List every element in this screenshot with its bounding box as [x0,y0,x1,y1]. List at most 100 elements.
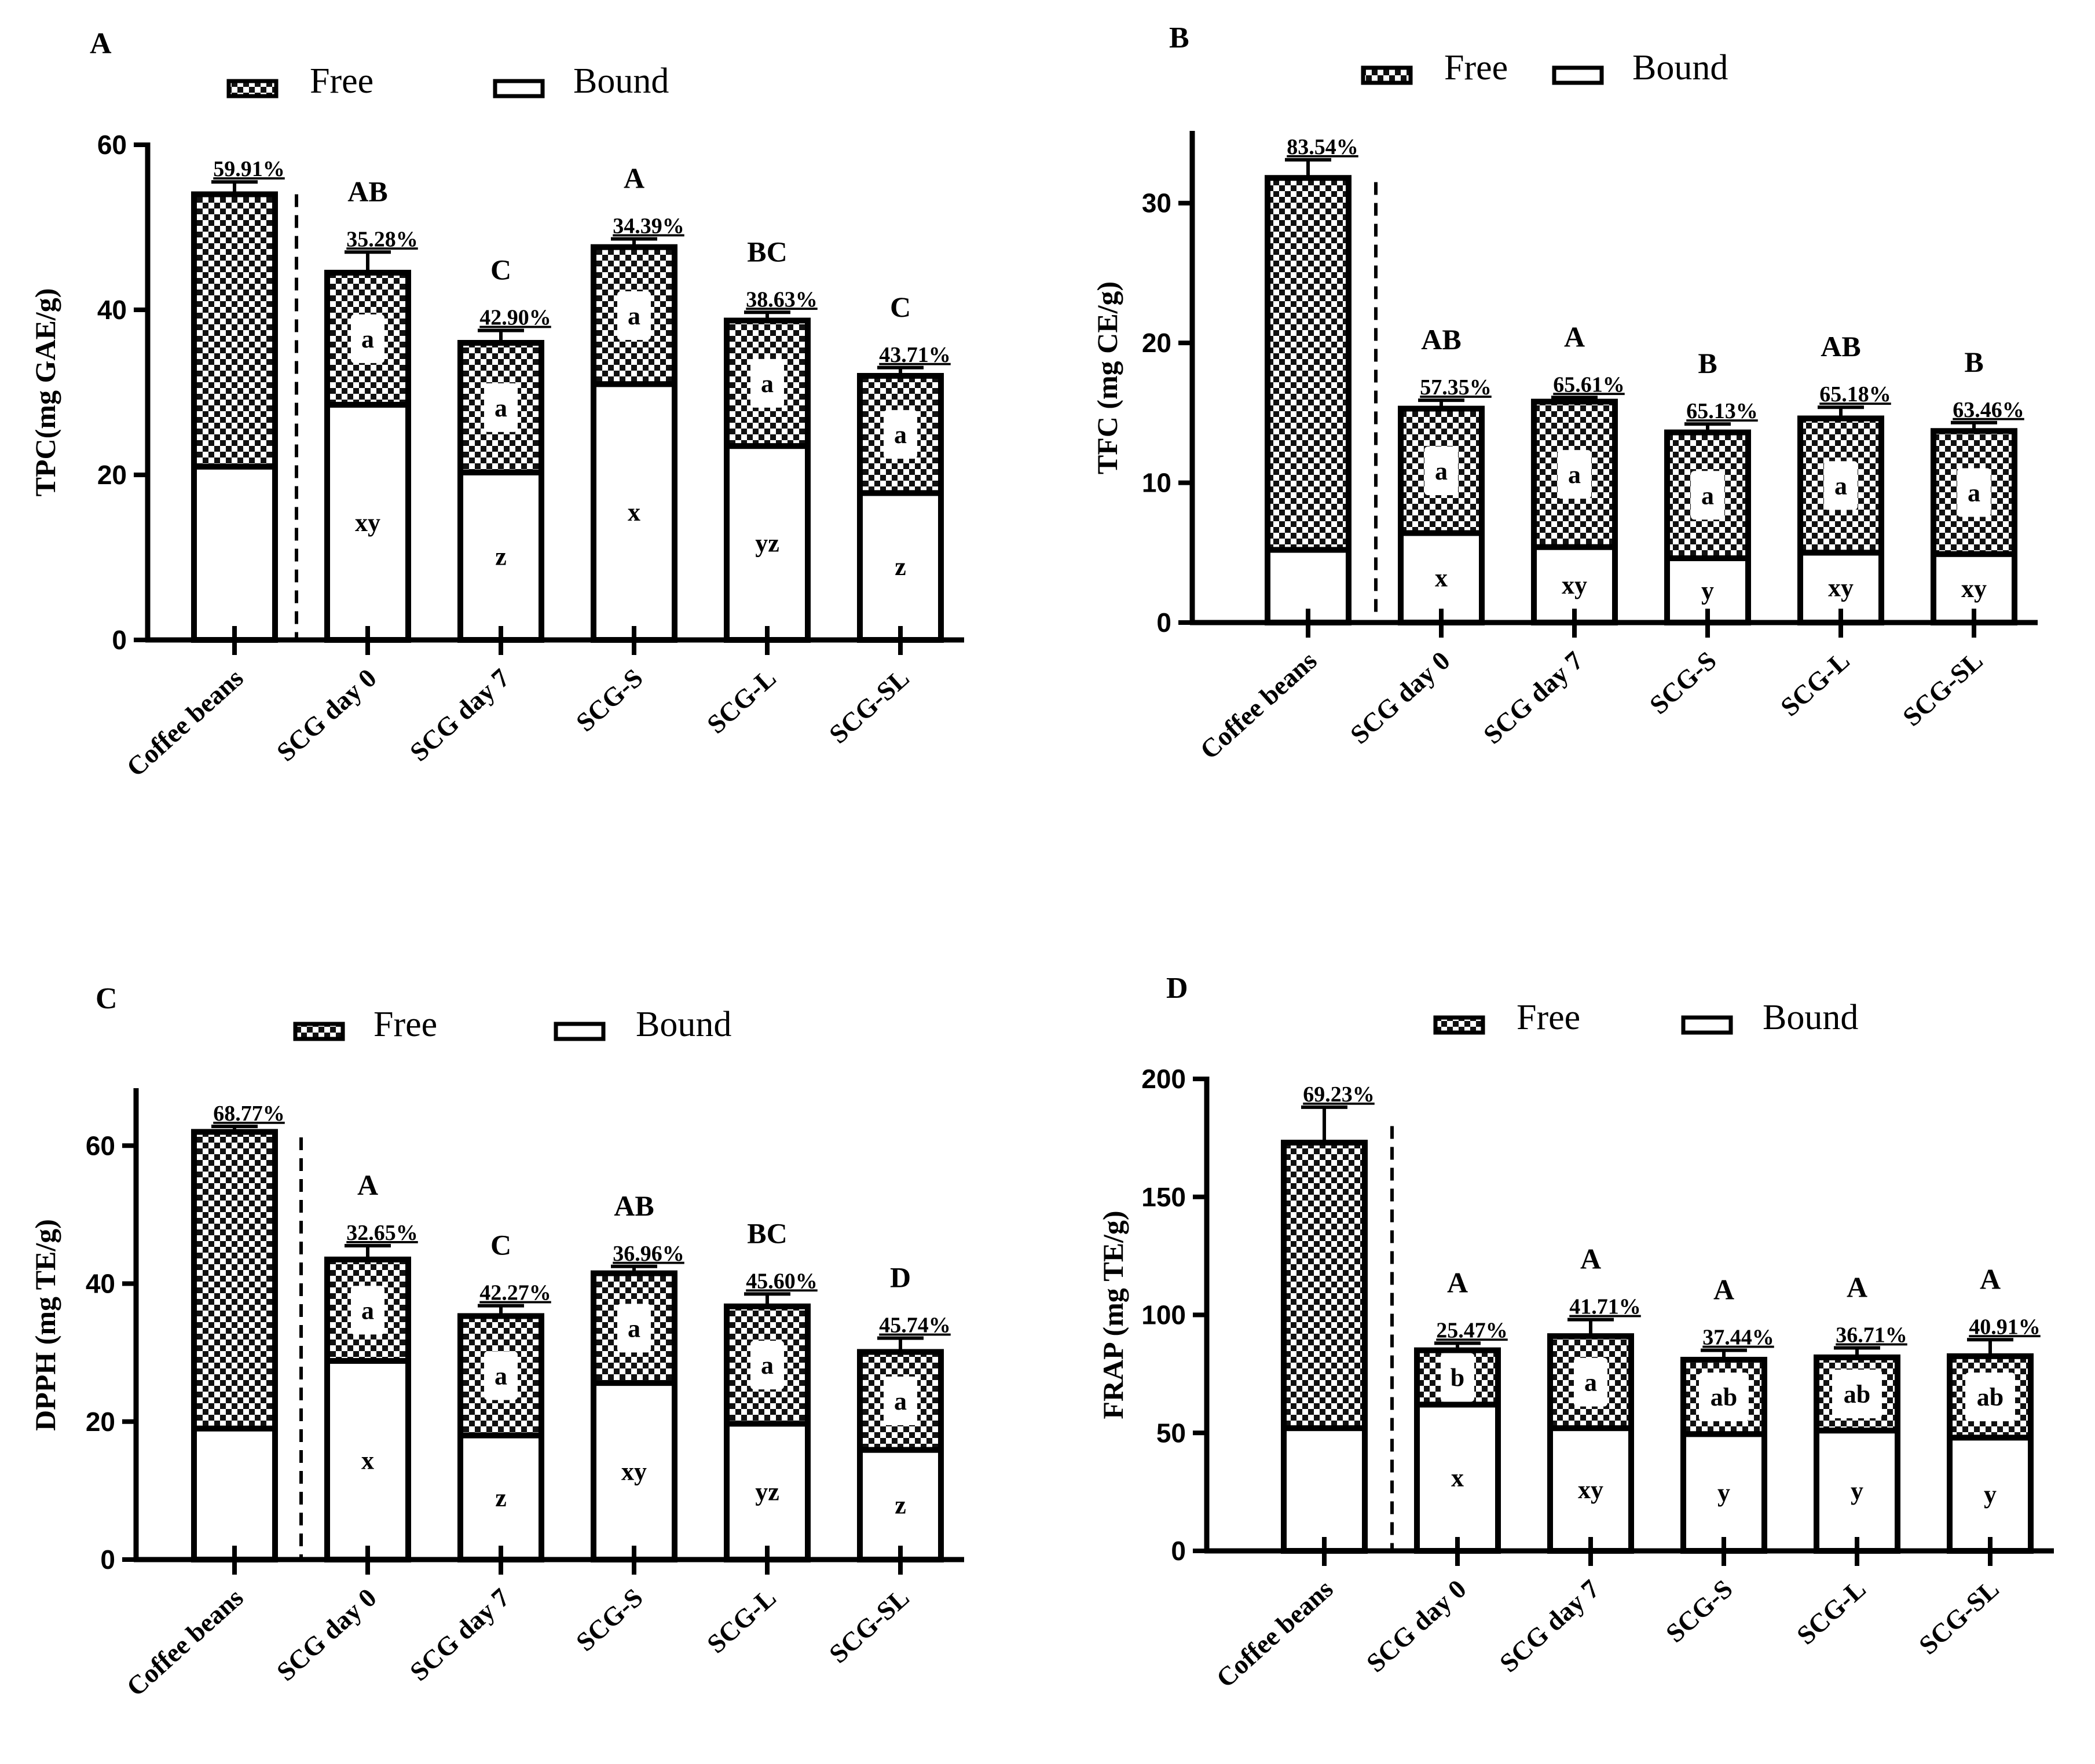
significance-free: a [1435,457,1448,485]
significance-bound: z [895,1491,906,1519]
percent-label: 42.90% [479,306,551,330]
y-tick-label: 150 [1141,1182,1186,1212]
free-letter-box [1699,1373,1749,1422]
y-tick-label: 100 [1141,1300,1186,1330]
x-tick-label: SCG-S [570,1583,649,1657]
x-tick-label: Coffee beans [1195,646,1323,765]
legend-swatch-bound [554,1022,606,1041]
legend-label-bound: Bound [1632,48,1728,87]
bar-bound [591,381,677,643]
percent-label: 57.35% [1420,375,1492,400]
legend-label-free: Free [310,61,373,101]
free-letter-box [1558,450,1591,499]
bar-bound [724,1421,811,1563]
bar-free [1281,1140,1368,1432]
free-letter-box [351,314,384,363]
panel-letter: B [1169,21,1189,54]
x-tick-label: SCG-SL [1913,1574,2005,1660]
x-tick-label: SCG-SL [1897,646,1988,732]
x-tick-label: SCG day 0 [1345,646,1456,750]
bar-bound [1814,1428,1900,1554]
y-tick-label: 10 [1142,468,1171,498]
chart-panel-d: D Free Bound FRAP (mg TE/g) 0 50 100 150 200 69.2… [1048,882,2095,1764]
y-tick-label: 40 [86,1269,115,1299]
y-tick-label: 50 [1156,1418,1186,1448]
x-tick-label: SCG-SL [823,663,915,749]
free-letter-box [617,1304,651,1353]
x-tick-label: SCG-L [1775,646,1855,722]
free-letter-box [1441,1353,1474,1402]
chart-svg: B Free Bound TFC (mg CE/g) 0 10 20 30 83.54% Coff… [1091,21,2038,765]
x-tick-label: SCG day 0 [271,663,382,767]
percent-label: 45.60% [746,1269,818,1293]
significance-free: ab [1711,1383,1737,1411]
significance-bound: xy [1562,571,1587,599]
significance-free: ab [1977,1383,2004,1411]
significance-free: a [1701,481,1714,510]
significance-total: A [1564,320,1585,353]
legend-label-free: Free [1517,998,1580,1037]
y-axis-label: DPPH (mg TE/g) [29,1219,61,1431]
significance-total: A [1847,1271,1867,1304]
legend-label-bound: Bound [1763,998,1858,1037]
bar-bound [191,463,278,643]
percent-label: 40.91% [1969,1315,2041,1339]
percent-label: 42.27% [479,1281,551,1305]
y-tick-label: 0 [112,625,127,655]
significance-bound: y [1984,1480,1997,1509]
percent-label: 45.74% [879,1313,951,1338]
significance-free: a [894,1387,907,1415]
percent-label: 59.91% [213,157,285,181]
significance-total: B [1698,347,1717,379]
free-letter-box [1424,447,1458,496]
percent-label: 65.18% [1819,382,1891,407]
significance-total: A [1447,1266,1468,1298]
x-tick-label: SCG-S [570,663,649,738]
percent-label: 25.47% [1436,1318,1508,1342]
x-tick-label: SCG day 7 [404,1583,515,1687]
significance-total: C [890,291,911,323]
legend-label-free: Free [373,1005,437,1044]
significance-free: ab [1844,1380,1870,1408]
significance-free: a [361,325,374,353]
significance-free: a [628,1314,640,1342]
significance-free: a [761,369,774,398]
significance-total: C [490,1229,511,1261]
bar-free [191,1129,278,1432]
percent-label: 63.46% [1953,398,2024,422]
significance-bound: yz [755,529,779,558]
significance-free: a [1568,460,1581,489]
significance-free: a [628,302,640,330]
significance-total: C [490,254,511,286]
percent-label: 65.13% [1686,399,1758,423]
percent-label: 35.28% [346,227,418,251]
bar-bound [1947,1434,2034,1554]
chart-svg: C Free Bound DPPH (mg TE/g) 0 20 40 60 68.77% Cof… [29,982,964,1702]
free-letter-box [884,410,917,459]
y-tick-label: 60 [97,130,127,160]
y-tick-label: 20 [1142,328,1171,358]
significance-total: A [1713,1273,1734,1306]
significance-bound: xy [621,1458,647,1486]
panel-letter: A [90,27,112,60]
bar-free [1265,175,1352,553]
legend-label-bound: Bound [636,1005,731,1044]
significance-bound: y [1717,1478,1730,1507]
percent-label: 34.39% [613,214,684,238]
significance-bound: yz [755,1478,779,1506]
significance-bound: x [361,1446,374,1474]
percent-label: 68.77% [213,1101,285,1126]
legend-label-bound: Bound [573,61,669,101]
significance-free: a [1834,471,1847,500]
y-axis-label: TFC (mg CE/g) [1091,281,1123,474]
free-letter-box [351,1286,384,1335]
significance-bound: x [628,498,640,526]
chart-panel-b: B Free Bound TFC (mg CE/g) 0 10 20 30 83.54% Coff… [1048,0,2095,882]
percent-label: 41.71% [1569,1295,1641,1319]
significance-bound: y [1851,1477,1863,1505]
percent-label: 37.44% [1702,1326,1774,1350]
significance-total: B [1964,346,1983,378]
significance-bound: z [895,552,906,581]
free-letter-box [750,358,784,408]
free-letter-box [750,1341,784,1390]
